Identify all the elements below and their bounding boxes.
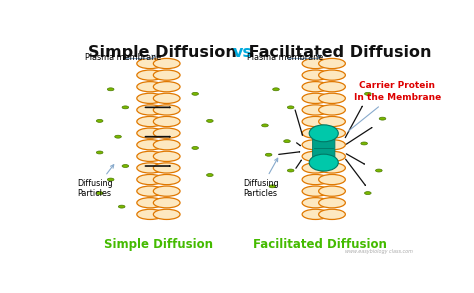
- Text: Facilitated Diffusion: Facilitated Diffusion: [243, 45, 431, 60]
- Ellipse shape: [137, 209, 164, 219]
- Ellipse shape: [154, 151, 180, 161]
- Text: Plasma membrane: Plasma membrane: [85, 53, 161, 62]
- Ellipse shape: [154, 116, 180, 127]
- Ellipse shape: [96, 120, 103, 122]
- Ellipse shape: [273, 88, 279, 91]
- Ellipse shape: [122, 165, 128, 168]
- Ellipse shape: [137, 163, 164, 173]
- Text: Simple Diffusion: Simple Diffusion: [89, 45, 243, 60]
- Ellipse shape: [319, 163, 346, 173]
- Ellipse shape: [265, 153, 272, 156]
- Ellipse shape: [302, 70, 329, 80]
- Ellipse shape: [108, 88, 114, 91]
- Ellipse shape: [302, 140, 329, 150]
- Ellipse shape: [302, 82, 329, 92]
- Text: vs: vs: [233, 45, 253, 60]
- Ellipse shape: [154, 58, 180, 69]
- Ellipse shape: [319, 82, 346, 92]
- Ellipse shape: [309, 154, 338, 171]
- Ellipse shape: [319, 186, 346, 196]
- Ellipse shape: [287, 169, 294, 172]
- Ellipse shape: [319, 174, 346, 185]
- Ellipse shape: [302, 151, 329, 161]
- Ellipse shape: [302, 105, 329, 115]
- Text: Plasma membrane: Plasma membrane: [246, 53, 323, 62]
- Text: Simple Diffusion: Simple Diffusion: [104, 239, 213, 251]
- Ellipse shape: [365, 192, 371, 195]
- Ellipse shape: [302, 58, 329, 69]
- Ellipse shape: [154, 140, 180, 150]
- Ellipse shape: [192, 146, 199, 149]
- Text: Diffusing
Particles: Diffusing Particles: [243, 158, 279, 198]
- Ellipse shape: [122, 106, 128, 109]
- Ellipse shape: [262, 124, 268, 127]
- Ellipse shape: [319, 209, 346, 219]
- Ellipse shape: [375, 169, 382, 172]
- Ellipse shape: [137, 105, 164, 115]
- Ellipse shape: [137, 58, 164, 69]
- Ellipse shape: [115, 135, 121, 138]
- Ellipse shape: [302, 209, 329, 219]
- Ellipse shape: [154, 186, 180, 196]
- Text: Diffusing
Particles: Diffusing Particles: [78, 165, 114, 198]
- Ellipse shape: [137, 151, 164, 161]
- Ellipse shape: [207, 173, 213, 176]
- Ellipse shape: [319, 58, 346, 69]
- Ellipse shape: [319, 116, 346, 127]
- Ellipse shape: [137, 140, 164, 150]
- Ellipse shape: [302, 198, 329, 208]
- Ellipse shape: [192, 92, 199, 95]
- Ellipse shape: [302, 174, 329, 185]
- Ellipse shape: [319, 128, 346, 138]
- Ellipse shape: [302, 93, 329, 103]
- Ellipse shape: [319, 105, 346, 115]
- Ellipse shape: [154, 105, 180, 115]
- Ellipse shape: [319, 151, 346, 161]
- Ellipse shape: [361, 142, 367, 145]
- FancyBboxPatch shape: [312, 139, 335, 157]
- Text: Carrier Protein
In the Membrane: Carrier Protein In the Membrane: [354, 81, 441, 102]
- Ellipse shape: [302, 186, 329, 196]
- Ellipse shape: [319, 198, 346, 208]
- Ellipse shape: [154, 128, 180, 138]
- Ellipse shape: [287, 106, 294, 109]
- Ellipse shape: [302, 116, 329, 127]
- Ellipse shape: [207, 120, 213, 122]
- Ellipse shape: [96, 192, 103, 195]
- Ellipse shape: [118, 205, 125, 208]
- Ellipse shape: [302, 128, 329, 138]
- Ellipse shape: [154, 82, 180, 92]
- Ellipse shape: [319, 70, 346, 80]
- Ellipse shape: [154, 93, 180, 103]
- Ellipse shape: [137, 128, 164, 138]
- Ellipse shape: [154, 174, 180, 185]
- Ellipse shape: [137, 174, 164, 185]
- Ellipse shape: [154, 209, 180, 219]
- Text: www.easybiology class.com: www.easybiology class.com: [345, 249, 413, 254]
- Ellipse shape: [302, 163, 329, 173]
- Ellipse shape: [96, 151, 103, 154]
- Ellipse shape: [309, 125, 338, 142]
- Ellipse shape: [137, 186, 164, 196]
- Ellipse shape: [137, 82, 164, 92]
- Ellipse shape: [319, 93, 346, 103]
- Ellipse shape: [137, 93, 164, 103]
- Ellipse shape: [154, 198, 180, 208]
- Ellipse shape: [379, 117, 386, 120]
- Ellipse shape: [365, 92, 371, 95]
- Ellipse shape: [154, 70, 180, 80]
- Ellipse shape: [154, 163, 180, 173]
- Ellipse shape: [269, 185, 275, 188]
- Ellipse shape: [137, 198, 164, 208]
- Text: Facilitated Diffusion: Facilitated Diffusion: [253, 239, 387, 251]
- Ellipse shape: [284, 140, 290, 143]
- Ellipse shape: [137, 70, 164, 80]
- Ellipse shape: [319, 140, 346, 150]
- Ellipse shape: [137, 116, 164, 127]
- Ellipse shape: [108, 178, 114, 181]
